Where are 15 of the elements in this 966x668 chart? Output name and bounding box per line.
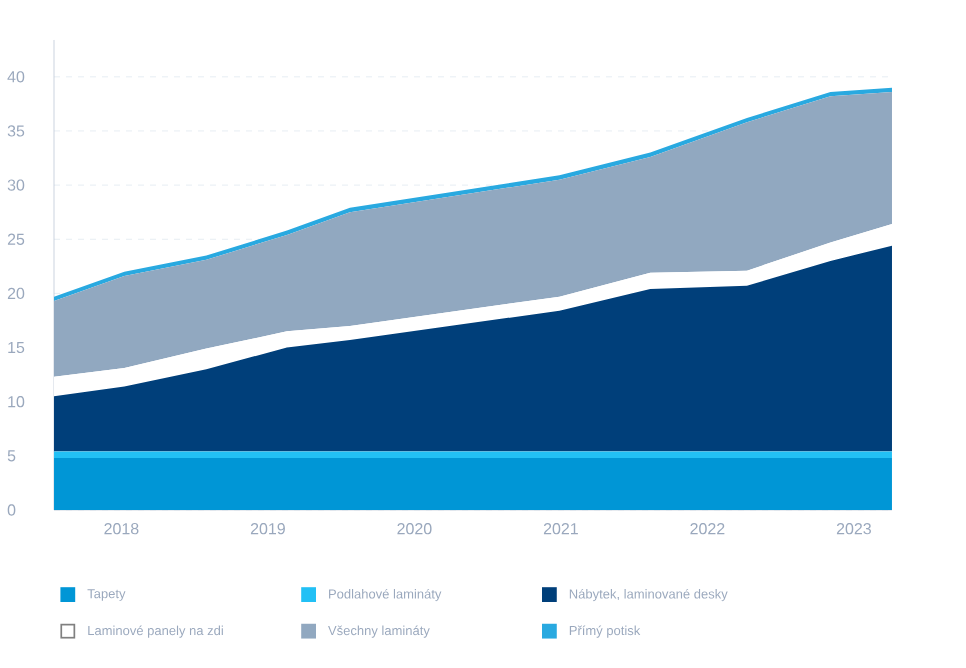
y-tick-label: 40 bbox=[7, 71, 25, 83]
y-tick-label: 20 bbox=[7, 287, 25, 300]
y-tick-label: 0 bbox=[7, 504, 16, 516]
x-tick-label: 2022 bbox=[690, 523, 725, 535]
y-tick-label: 25 bbox=[7, 233, 25, 245]
y-tick-label: 10 bbox=[8, 396, 25, 408]
x-tick-label: 2021 bbox=[543, 523, 578, 535]
y-tick-label: 5 bbox=[7, 450, 16, 462]
y-tick-label: 35 bbox=[7, 125, 25, 137]
x-tick-label: 2018 bbox=[104, 523, 139, 535]
y-tick-label: 15 bbox=[8, 341, 25, 354]
x-tick-label: 2023 bbox=[836, 523, 871, 535]
x-tick-label: 2020 bbox=[397, 523, 432, 535]
x-tick-label: 2019 bbox=[250, 523, 285, 535]
y-tick-label: 30 bbox=[7, 179, 25, 191]
